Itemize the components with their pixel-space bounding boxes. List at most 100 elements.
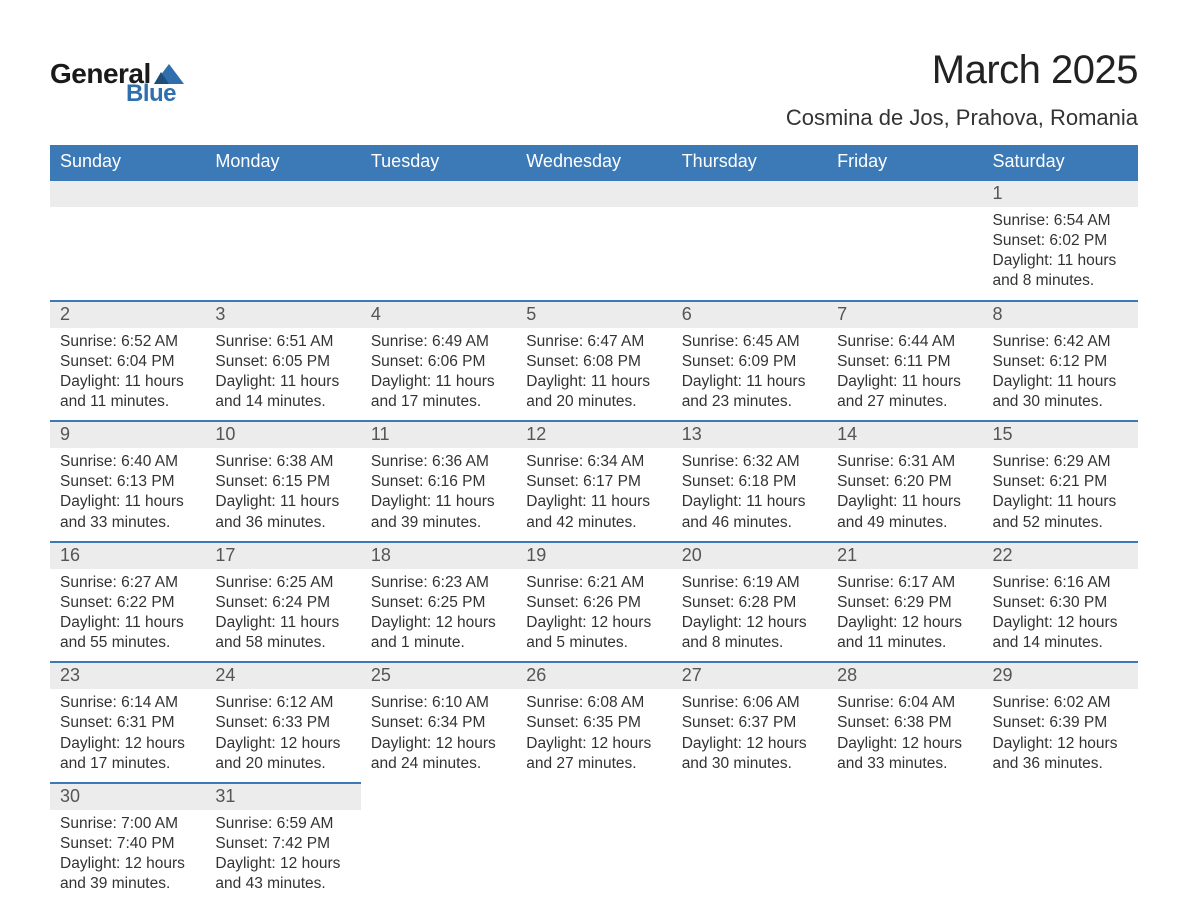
sunset-line: Sunset: 6:35 PM <box>526 713 661 733</box>
day-body: Sunrise: 6:21 AMSunset: 6:26 PMDaylight:… <box>516 569 671 660</box>
daylight-line: Daylight: 12 hours and 30 minutes. <box>682 734 817 774</box>
day-of-week-cell: Saturday <box>983 145 1138 179</box>
day-of-week-cell: Thursday <box>672 145 827 179</box>
day-number: 11 <box>361 420 516 448</box>
sunrise-line: Sunrise: 6:49 AM <box>371 332 506 352</box>
day-number: 29 <box>983 661 1138 689</box>
day-cell: 11Sunrise: 6:36 AMSunset: 6:16 PMDayligh… <box>361 420 516 541</box>
day-body: Sunrise: 6:10 AMSunset: 6:34 PMDaylight:… <box>361 689 516 780</box>
day-body: Sunrise: 6:36 AMSunset: 6:16 PMDaylight:… <box>361 448 516 539</box>
sunset-line: Sunset: 6:30 PM <box>993 593 1128 613</box>
sunrise-line: Sunrise: 6:40 AM <box>60 452 195 472</box>
sunset-line: Sunset: 6:20 PM <box>837 472 972 492</box>
day-body: Sunrise: 6:04 AMSunset: 6:38 PMDaylight:… <box>827 689 982 780</box>
day-number: 19 <box>516 541 671 569</box>
sunrise-line: Sunrise: 6:59 AM <box>215 814 350 834</box>
sunrise-line: Sunrise: 6:32 AM <box>682 452 817 472</box>
day-number: 20 <box>672 541 827 569</box>
sunset-line: Sunset: 6:22 PM <box>60 593 195 613</box>
sunrise-line: Sunrise: 6:44 AM <box>837 332 972 352</box>
day-body: Sunrise: 6:06 AMSunset: 6:37 PMDaylight:… <box>672 689 827 780</box>
day-cell: . <box>827 782 982 903</box>
weeks-container: ......1Sunrise: 6:54 AMSunset: 6:02 PMDa… <box>50 179 1138 902</box>
daylight-line: Daylight: 12 hours and 11 minutes. <box>837 613 972 653</box>
day-cell: 21Sunrise: 6:17 AMSunset: 6:29 PMDayligh… <box>827 541 982 662</box>
day-cell: 19Sunrise: 6:21 AMSunset: 6:26 PMDayligh… <box>516 541 671 662</box>
day-of-week-cell: Friday <box>827 145 982 179</box>
sunrise-line: Sunrise: 6:10 AM <box>371 693 506 713</box>
sunset-line: Sunset: 6:31 PM <box>60 713 195 733</box>
sunset-line: Sunset: 6:21 PM <box>993 472 1128 492</box>
day-cell: 15Sunrise: 6:29 AMSunset: 6:21 PMDayligh… <box>983 420 1138 541</box>
day-number: 8 <box>983 300 1138 328</box>
daylight-line: Daylight: 12 hours and 43 minutes. <box>215 854 350 894</box>
day-number: 27 <box>672 661 827 689</box>
day-body: Sunrise: 7:00 AMSunset: 7:40 PMDaylight:… <box>50 810 205 901</box>
day-cell: 2Sunrise: 6:52 AMSunset: 6:04 PMDaylight… <box>50 300 205 421</box>
sunrise-line: Sunrise: 6:36 AM <box>371 452 506 472</box>
daylight-line: Daylight: 11 hours and 46 minutes. <box>682 492 817 532</box>
day-cell: 3Sunrise: 6:51 AMSunset: 6:05 PMDaylight… <box>205 300 360 421</box>
day-cell: 10Sunrise: 6:38 AMSunset: 6:15 PMDayligh… <box>205 420 360 541</box>
day-body: Sunrise: 6:19 AMSunset: 6:28 PMDaylight:… <box>672 569 827 660</box>
day-number: 31 <box>205 782 360 810</box>
day-number: 2 <box>50 300 205 328</box>
day-cell: 4Sunrise: 6:49 AMSunset: 6:06 PMDaylight… <box>361 300 516 421</box>
sunset-line: Sunset: 6:08 PM <box>526 352 661 372</box>
daylight-line: Daylight: 11 hours and 8 minutes. <box>993 251 1128 291</box>
sunset-line: Sunset: 6:29 PM <box>837 593 972 613</box>
logo: General Blue <box>50 60 184 106</box>
daylight-line: Daylight: 11 hours and 55 minutes. <box>60 613 195 653</box>
daylight-line: Daylight: 12 hours and 1 minute. <box>371 613 506 653</box>
day-body: Sunrise: 6:16 AMSunset: 6:30 PMDaylight:… <box>983 569 1138 660</box>
sunrise-line: Sunrise: 6:38 AM <box>215 452 350 472</box>
day-number: 6 <box>672 300 827 328</box>
day-number: 18 <box>361 541 516 569</box>
day-body: Sunrise: 6:17 AMSunset: 6:29 PMDaylight:… <box>827 569 982 660</box>
daylight-line: Daylight: 12 hours and 33 minutes. <box>837 734 972 774</box>
day-body: Sunrise: 6:54 AMSunset: 6:02 PMDaylight:… <box>983 207 1138 298</box>
day-number: 24 <box>205 661 360 689</box>
day-body: Sunrise: 6:25 AMSunset: 6:24 PMDaylight:… <box>205 569 360 660</box>
day-number: 1 <box>983 179 1138 207</box>
sunset-line: Sunset: 6:18 PM <box>682 472 817 492</box>
sunset-line: Sunset: 6:37 PM <box>682 713 817 733</box>
sunrise-line: Sunrise: 6:27 AM <box>60 573 195 593</box>
day-cell: 1Sunrise: 6:54 AMSunset: 6:02 PMDaylight… <box>983 179 1138 300</box>
day-cell: . <box>361 179 516 300</box>
week-row: 16Sunrise: 6:27 AMSunset: 6:22 PMDayligh… <box>50 541 1138 662</box>
day-cell: 17Sunrise: 6:25 AMSunset: 6:24 PMDayligh… <box>205 541 360 662</box>
days-of-week-row: SundayMondayTuesdayWednesdayThursdayFrid… <box>50 145 1138 179</box>
day-number: 22 <box>983 541 1138 569</box>
sunrise-line: Sunrise: 6:14 AM <box>60 693 195 713</box>
sunset-line: Sunset: 6:04 PM <box>60 352 195 372</box>
daylight-line: Daylight: 11 hours and 30 minutes. <box>993 372 1128 412</box>
daylight-line: Daylight: 12 hours and 14 minutes. <box>993 613 1128 653</box>
daylight-line: Daylight: 12 hours and 5 minutes. <box>526 613 661 653</box>
daylight-line: Daylight: 11 hours and 42 minutes. <box>526 492 661 532</box>
day-body: Sunrise: 6:12 AMSunset: 6:33 PMDaylight:… <box>205 689 360 780</box>
sunrise-line: Sunrise: 6:02 AM <box>993 693 1128 713</box>
daylight-line: Daylight: 11 hours and 11 minutes. <box>60 372 195 412</box>
sunrise-line: Sunrise: 6:16 AM <box>993 573 1128 593</box>
day-body: Sunrise: 6:08 AMSunset: 6:35 PMDaylight:… <box>516 689 671 780</box>
day-cell: 13Sunrise: 6:32 AMSunset: 6:18 PMDayligh… <box>672 420 827 541</box>
daylight-line: Daylight: 11 hours and 33 minutes. <box>60 492 195 532</box>
sunrise-line: Sunrise: 7:00 AM <box>60 814 195 834</box>
day-number: 25 <box>361 661 516 689</box>
day-number: . <box>672 179 827 207</box>
sunrise-line: Sunrise: 6:04 AM <box>837 693 972 713</box>
day-body: Sunrise: 6:38 AMSunset: 6:15 PMDaylight:… <box>205 448 360 539</box>
day-cell: 25Sunrise: 6:10 AMSunset: 6:34 PMDayligh… <box>361 661 516 782</box>
day-number: . <box>205 179 360 207</box>
day-body: Sunrise: 6:31 AMSunset: 6:20 PMDaylight:… <box>827 448 982 539</box>
daylight-line: Daylight: 11 hours and 27 minutes. <box>837 372 972 412</box>
sunset-line: Sunset: 6:17 PM <box>526 472 661 492</box>
day-number: 10 <box>205 420 360 448</box>
day-cell: 20Sunrise: 6:19 AMSunset: 6:28 PMDayligh… <box>672 541 827 662</box>
day-body: Sunrise: 6:45 AMSunset: 6:09 PMDaylight:… <box>672 328 827 419</box>
day-cell: . <box>983 782 1138 903</box>
day-number: 14 <box>827 420 982 448</box>
day-body: Sunrise: 6:42 AMSunset: 6:12 PMDaylight:… <box>983 328 1138 419</box>
sunset-line: Sunset: 6:06 PM <box>371 352 506 372</box>
